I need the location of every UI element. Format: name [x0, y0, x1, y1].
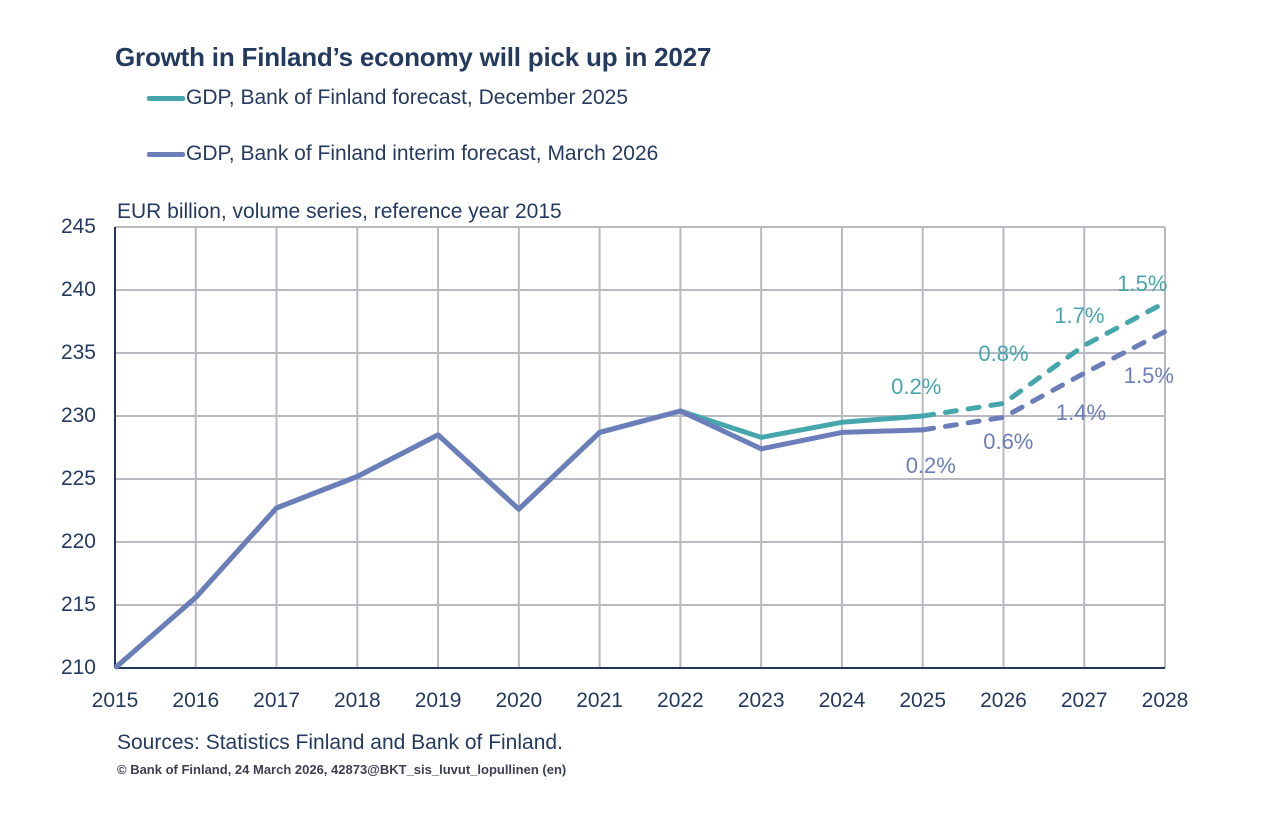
legend-label: GDP, Bank of Finland interim forecast, M…: [186, 142, 659, 165]
x-tick-label: 2015: [91, 689, 139, 712]
x-tick-label: 2026: [980, 689, 1027, 712]
axis-unit-label: EUR billion, volume series, reference ye…: [117, 200, 562, 223]
y-tick-label: 220: [60, 530, 96, 553]
x-tick-label: 2020: [495, 689, 543, 712]
x-tick-label: 2016: [172, 689, 220, 712]
y-tick-label: 215: [60, 593, 96, 616]
x-tick-label: 2024: [818, 689, 866, 712]
x-tick-label: 2023: [737, 689, 785, 712]
growth-annotation: 0.2%: [905, 453, 956, 479]
growth-annotation: 1.5%: [1123, 363, 1174, 389]
growth-annotation: 1.7%: [1054, 303, 1105, 329]
series-line-solid-march-2026: [113, 408, 923, 670]
series-line-dashed-december-2025: [920, 300, 1168, 419]
x-tick-label: 2025: [899, 689, 947, 712]
y-tick-label: 230: [60, 404, 96, 427]
y-tick-label: 225: [60, 467, 96, 490]
legend-swatch-teal: [147, 96, 185, 101]
copyright-note: © Bank of Finland, 24 March 2026, 42873@…: [117, 762, 567, 777]
chart-title: Growth in Finland’s economy will pick up…: [115, 42, 712, 72]
x-tick-label: 2021: [576, 689, 623, 712]
x-tick-label: 2028: [1141, 689, 1189, 712]
x-tick-label: 2019: [414, 689, 462, 712]
y-tick-label: 235: [60, 341, 96, 364]
plot-area: [113, 226, 1168, 670]
x-tick-label: 2018: [333, 689, 381, 712]
x-tick-label: 2017: [253, 689, 300, 712]
growth-annotation: 1.4%: [1055, 399, 1107, 425]
sources-note: Sources: Statistics Finland and Bank of …: [117, 731, 563, 754]
y-tick-label: 245: [60, 215, 96, 238]
y-tick-label: 240: [60, 278, 96, 301]
growth-annotation: 0.8%: [978, 341, 1029, 367]
legend-item-march-interim-forecast: GDP, Bank of Finland interim forecast, M…: [0, 142, 800, 168]
x-tick-label: 2027: [1060, 689, 1108, 712]
legend-swatch-blue: [147, 152, 185, 157]
x-tick-label: 2022: [657, 689, 704, 712]
growth-annotation: 1.5%: [1117, 270, 1168, 296]
y-tick-label: 210: [60, 656, 96, 679]
growth-annotation: 0.2%: [891, 374, 942, 400]
legend-label: GDP, Bank of Finland forecast, December …: [186, 86, 629, 109]
series-line-dashed-march-2026: [920, 329, 1168, 433]
growth-annotation: 0.6%: [983, 429, 1034, 455]
legend-item-december-forecast: GDP, Bank of Finland forecast, December …: [0, 86, 800, 112]
